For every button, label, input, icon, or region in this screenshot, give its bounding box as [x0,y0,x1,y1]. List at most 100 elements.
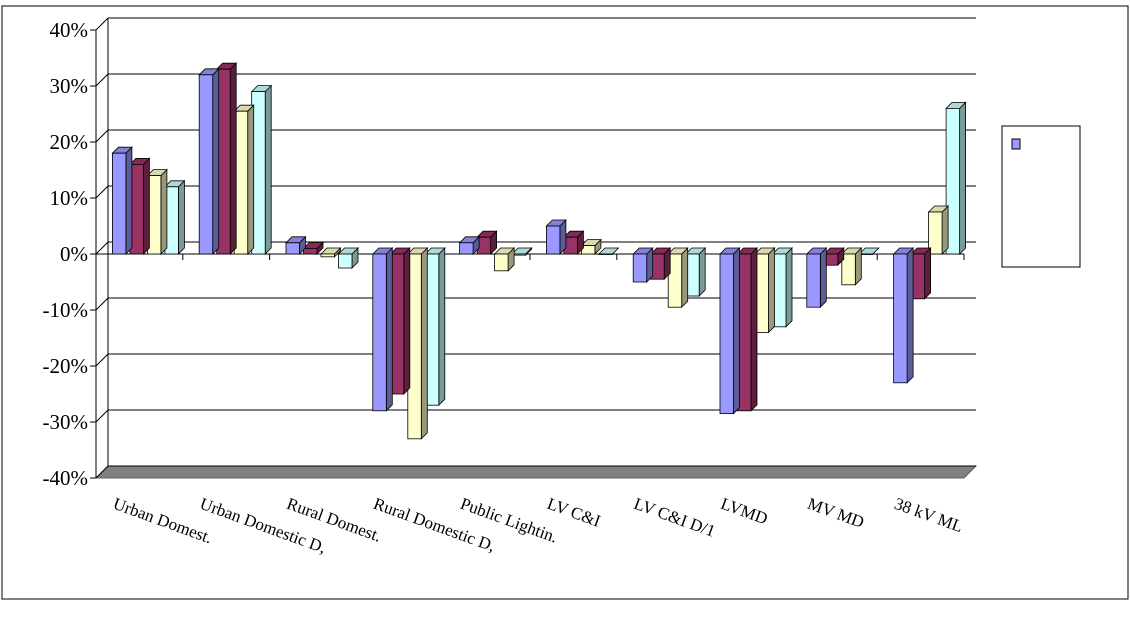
bar-side [819,247,827,309]
bar [927,205,950,255]
bar-side [212,67,220,255]
chart-floor [94,465,978,479]
bar-side [768,247,775,334]
gridline-side [95,17,109,31]
y-tick-label: 40% [50,18,89,42]
y-tick-label: 20% [50,130,89,154]
bar-side [385,247,393,412]
bar-front [372,253,387,412]
bar-front [546,225,561,255]
bar [424,247,446,407]
bar-side [142,157,150,255]
bar-side [959,101,966,255]
bar [858,247,880,255]
bar [111,146,133,255]
bar-front [459,242,474,255]
legend [1001,125,1081,268]
bar [476,230,498,255]
bar [823,247,845,267]
bar [511,247,533,257]
bar-side [906,247,914,384]
bar [128,157,151,255]
bar-front [945,108,960,255]
bar-side [941,205,949,255]
bars [111,62,967,440]
gridline-side [95,409,109,423]
y-tick-label: -20% [43,354,89,378]
y-tick-label: 30% [50,74,89,98]
y-tick-label: -10% [43,298,89,322]
bar-front [198,74,214,255]
bar-front [598,253,613,255]
chart-border [1,5,1129,600]
bar [597,247,620,255]
y-tick-label: -40% [43,466,89,490]
bar [371,247,394,412]
bar [406,247,429,440]
bar [840,247,863,286]
bar-front [303,247,318,255]
bar-side [160,168,168,255]
bar-side [438,247,446,407]
bar [580,238,602,255]
gridline-side [95,297,109,311]
bar [545,219,567,255]
bar [250,84,273,255]
bar-front [928,211,943,255]
y-tick-label: 10% [50,186,89,210]
bar-side [125,146,133,255]
bar [649,247,672,281]
bar-side [177,179,185,255]
bar-side [733,247,740,415]
bar-side [924,247,931,300]
bar-front [667,253,683,308]
bar [302,241,324,255]
gridline-side [95,129,109,143]
bar [719,247,741,415]
bar [337,247,359,269]
bar [285,235,307,255]
bar-front [719,253,734,415]
bar [667,247,689,309]
bar [198,67,220,255]
bar-front [806,253,821,308]
bar [320,247,342,258]
bar [632,247,654,283]
bar-side [785,247,793,328]
gridline-side [95,465,109,479]
gridline-side [95,241,109,255]
bar-front [112,152,127,255]
bar [458,235,481,255]
bar [945,101,967,255]
bar-side [403,247,411,395]
bar-front [494,253,509,272]
bar [493,247,516,272]
bar [163,179,186,255]
gridline-side [95,73,109,87]
y-tick-label: 0% [60,242,88,266]
bar-front [285,242,300,255]
bar-side [420,247,428,440]
bar [684,247,707,297]
legend-swatch [1011,138,1021,150]
bar-front [338,253,353,269]
bar-side [698,247,706,297]
bar [805,247,828,309]
bar-side [750,247,758,412]
bar-side [229,62,237,255]
bar [736,247,758,412]
bar [389,247,411,395]
bar [233,104,255,255]
bar [562,230,585,255]
gridline-side [95,353,109,367]
bar-front [841,253,856,286]
bar-front [320,253,335,258]
gridline-side [95,185,109,199]
bar [771,247,793,328]
bar [146,168,168,255]
bar-front [632,253,648,283]
bar-front [893,253,908,384]
bar-side [681,247,689,309]
